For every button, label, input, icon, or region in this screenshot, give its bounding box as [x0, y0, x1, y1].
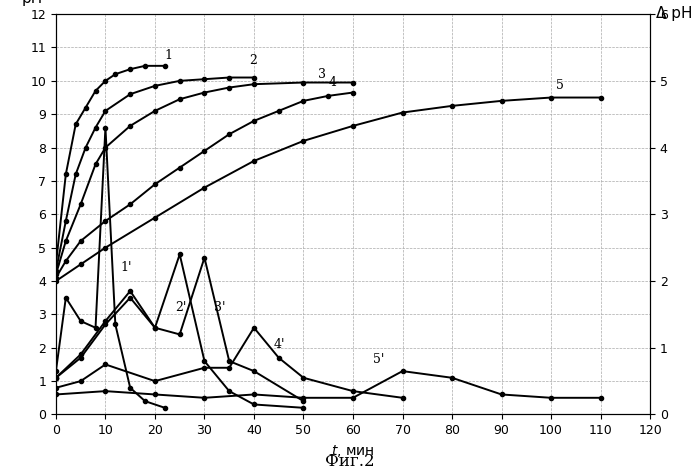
- Y-axis label: pH: pH: [22, 0, 43, 6]
- Text: 2': 2': [175, 301, 186, 314]
- Text: 3': 3': [215, 301, 226, 314]
- Text: Фиг.2: Фиг.2: [325, 453, 374, 470]
- Text: 4': 4': [274, 338, 285, 351]
- Text: 5: 5: [556, 79, 564, 92]
- Text: 1': 1': [120, 261, 132, 274]
- Text: 3: 3: [318, 67, 326, 81]
- Text: 2: 2: [249, 54, 257, 67]
- Text: 4: 4: [329, 76, 336, 89]
- X-axis label: $\it{t}$, мин: $\it{t}$, мин: [331, 443, 375, 459]
- Text: 1: 1: [165, 49, 173, 62]
- Text: 5': 5': [373, 353, 384, 366]
- Y-axis label: Δ pH: Δ pH: [656, 6, 692, 21]
